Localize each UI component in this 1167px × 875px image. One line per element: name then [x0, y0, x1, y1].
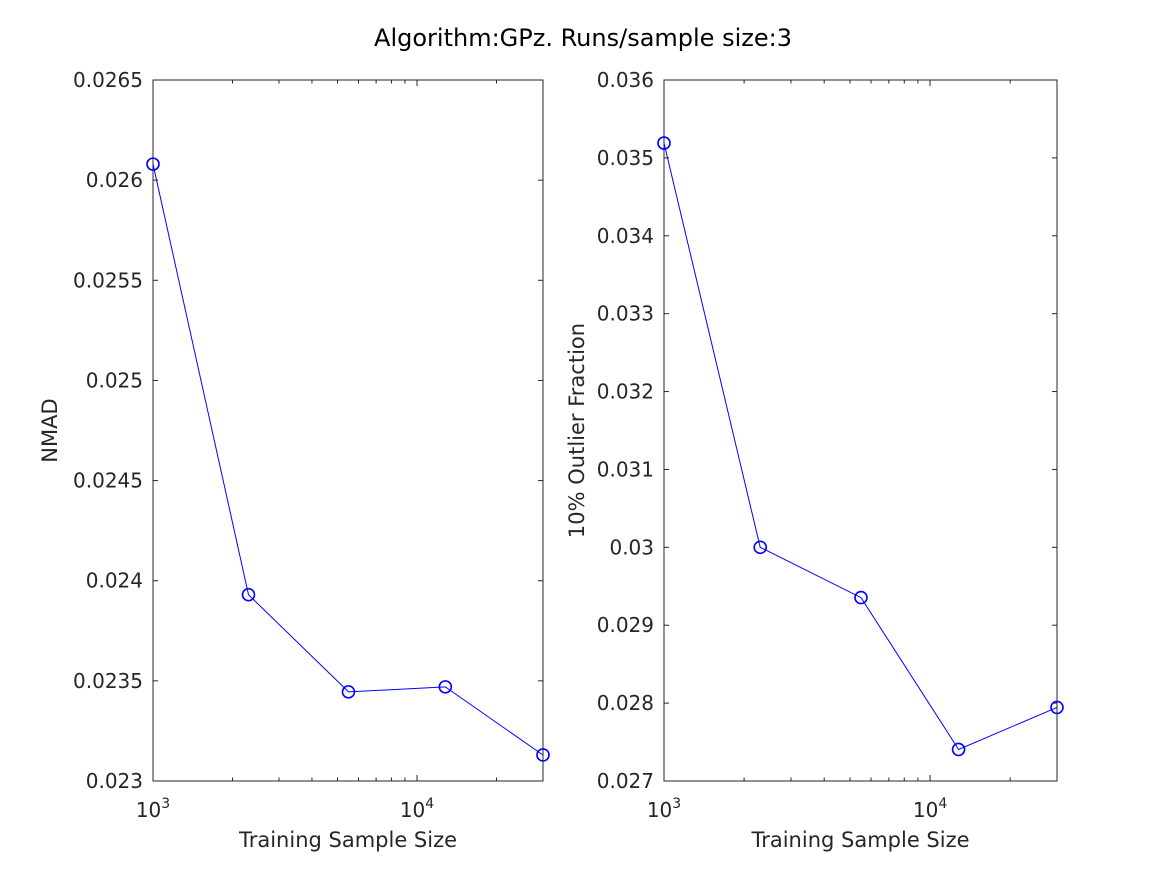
nmad-plot: 0.023 0.0235 0.024 0.0245 0.025 0.0255 0.026 0.…	[38, 68, 550, 852]
nmad-ytick-label: 0.0235	[73, 669, 143, 693]
outlier-ytick-label: 0.035	[597, 146, 654, 170]
nmad-data-point	[341, 685, 356, 699]
outlier-ytick-label: 0.031	[597, 457, 654, 481]
outlier-data-point	[657, 136, 671, 150]
outlier-ytick-label: 0.034	[597, 224, 654, 248]
outlier-xtick-label: 103	[647, 796, 681, 822]
nmad-ytick-label: 0.023	[86, 769, 143, 793]
outlier-ylabel: 10% Outlier Fraction	[565, 323, 589, 538]
nmad-xtick-label: 103	[136, 796, 170, 822]
outlier-fraction-plot: 0.027 0.028 0.029 0.03 0.031 0.032 0.033 0.034 0…	[565, 68, 1064, 852]
outlier-ytick-label: 0.029	[597, 613, 654, 637]
nmad-xtick-label: 104	[400, 796, 434, 822]
outlier-ytick-label: 0.032	[597, 380, 654, 404]
outlier-data-point	[854, 590, 868, 605]
outlier-xtick-label: 104	[913, 796, 947, 822]
nmad-series-line	[152, 163, 544, 756]
outlier-data-point	[951, 742, 966, 757]
nmad-data-point	[438, 680, 453, 694]
outlier-xlabel: Training Sample Size	[750, 828, 969, 852]
outlier-data-point	[1050, 700, 1064, 715]
outlier-ytick-label: 0.028	[597, 691, 654, 715]
nmad-ytick-label: 0.0245	[73, 469, 143, 493]
nmad-data-point	[536, 748, 550, 762]
outlier-data-point	[753, 540, 768, 555]
nmad-ylabel: NMAD	[38, 398, 62, 462]
nmad-ytick-label: 0.0265	[73, 68, 143, 92]
outlier-ytick-label: 0.036	[597, 68, 654, 92]
nmad-xlabel: Training Sample Size	[238, 828, 457, 852]
nmad-data-point	[241, 587, 256, 602]
outlier-ytick-label: 0.027	[597, 769, 654, 793]
nmad-ytick-label: 0.024	[86, 569, 143, 593]
outlier-ytick-label: 0.033	[597, 302, 654, 326]
nmad-ytick-label: 0.0255	[73, 268, 143, 292]
nmad-axes-box	[152, 79, 544, 782]
nmad-data-point	[146, 157, 160, 171]
nmad-ytick-label: 0.026	[86, 168, 143, 192]
outlier-ytick-label: 0.03	[609, 535, 654, 559]
outlier-axes-box	[663, 79, 1058, 782]
figure-title: Algorithm:GPz. Runs/sample size:3	[374, 24, 792, 52]
nmad-ytick-label: 0.025	[86, 368, 143, 392]
outlier-series-line	[663, 142, 1058, 751]
